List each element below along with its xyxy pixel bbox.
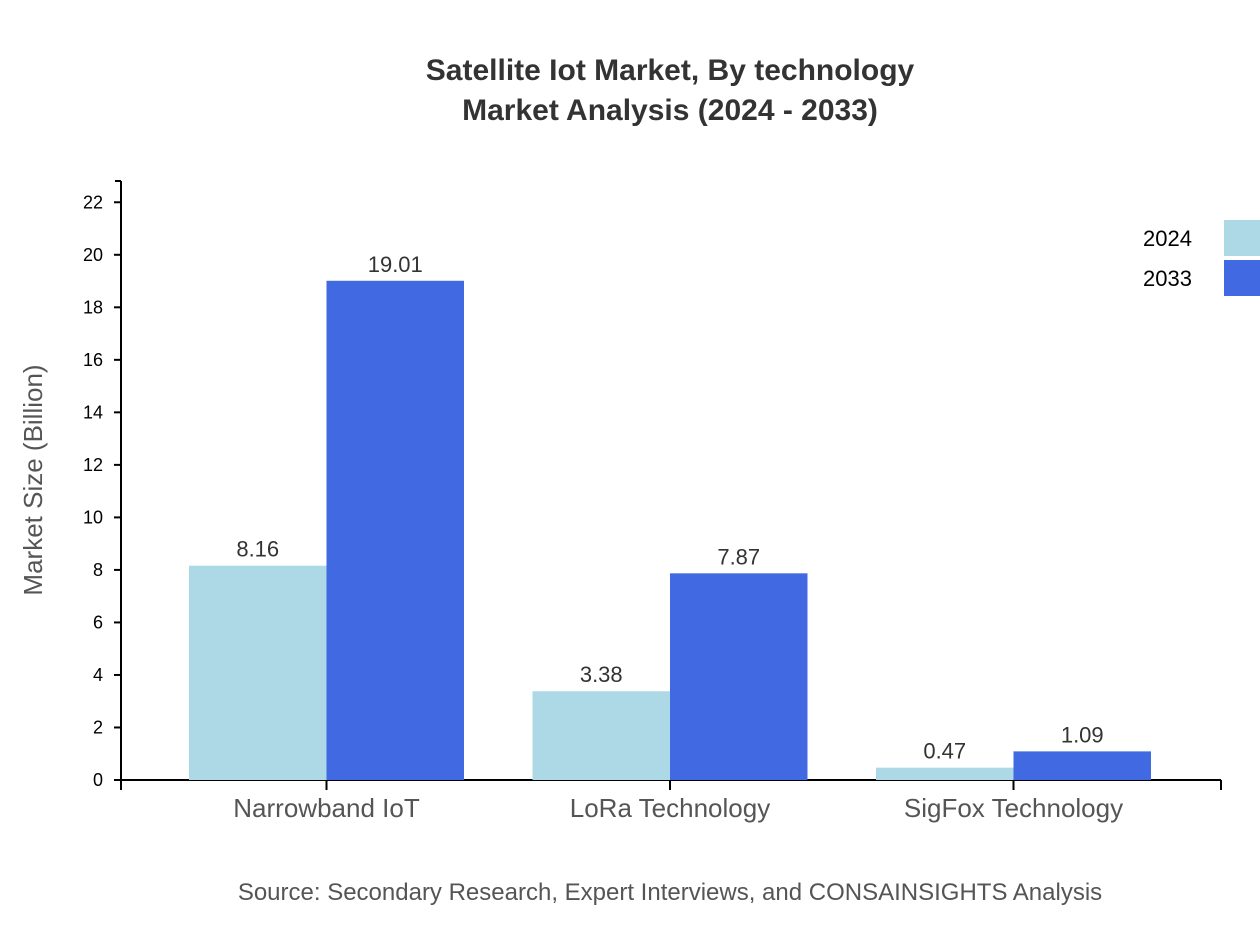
x-axis: Narrowband IoT LoRa Technology SigFox Tech… [120,779,1222,823]
chart-subtitle: Market Analysis (2024 - 2033) [462,94,878,127]
data-label: 3.38 [580,662,623,687]
y-tick-label: 18 [83,297,103,317]
data-label: 1.09 [1061,722,1104,747]
legend: 2024 2033 [1143,220,1260,296]
y-tick-label: 22 [83,192,103,212]
x-tick-label: SigFox Technology [904,793,1123,823]
bars: 8.16 19.01 3.38 7.87 0.47 1.09 [189,252,1151,780]
y-tick-label: 6 [93,612,103,632]
bar-2024 [532,691,670,780]
y-tick-label: 8 [93,560,103,580]
y-tick-label: 10 [83,507,103,527]
bar-2033 [326,280,464,780]
y-tick-label: 14 [83,402,103,422]
y-tick-label: 2 [93,717,103,737]
source-note: Source: Secondary Research, Expert Inter… [238,879,1102,906]
legend-label: 2033 [1143,266,1192,291]
y-tick-label: 20 [83,245,103,265]
x-tick-label: LoRa Technology [570,793,770,823]
data-label: 8.16 [236,537,279,562]
data-label: 0.47 [923,739,966,764]
data-label: 7.87 [717,544,760,569]
x-tick-label: Narrowband IoT [233,793,420,823]
legend-swatch-2024 [1224,220,1260,256]
y-tick-label: 4 [93,665,103,685]
y-tick-label: 0 [93,770,103,790]
legend-label: 2024 [1143,226,1192,251]
bar-2033 [670,573,808,780]
bar-2033 [1013,751,1151,780]
chart-title: Satellite Iot Market, By technology [426,54,915,87]
data-label: 19.01 [368,252,423,277]
legend-swatch-2033 [1224,260,1260,296]
y-axis: 0 2 4 6 8 10 12 14 16 18 20 22 [83,180,122,790]
bar-2024 [189,565,327,780]
y-tick-label: 16 [83,350,103,370]
bar-2024 [876,767,1014,780]
y-tick-label: 12 [83,455,103,475]
y-axis-label: Market Size (Billion) [18,364,48,595]
